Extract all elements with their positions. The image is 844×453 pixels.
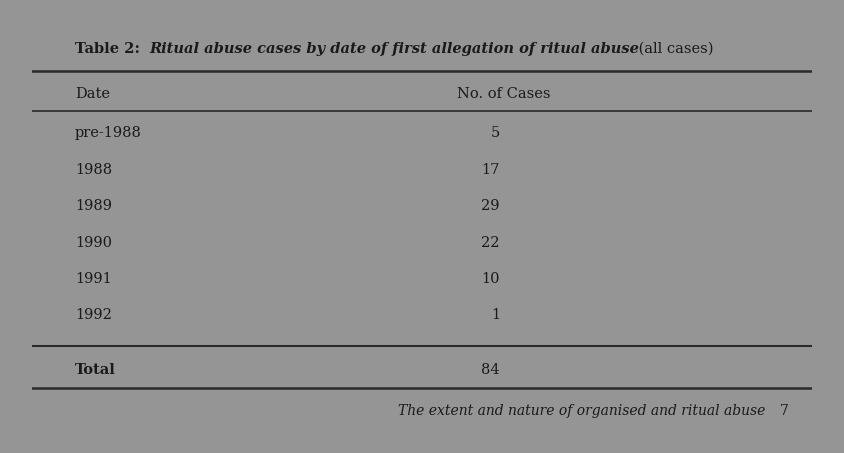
Text: Date: Date bbox=[75, 87, 110, 101]
Text: 1988: 1988 bbox=[75, 163, 112, 177]
Text: 1989: 1989 bbox=[75, 199, 112, 213]
Text: 5: 5 bbox=[490, 126, 500, 140]
Text: 17: 17 bbox=[482, 163, 500, 177]
Text: 84: 84 bbox=[481, 363, 500, 377]
Text: 10: 10 bbox=[481, 272, 500, 286]
Text: 7: 7 bbox=[780, 404, 788, 418]
Text: Table 2:: Table 2: bbox=[75, 42, 150, 56]
Text: 29: 29 bbox=[481, 199, 500, 213]
Text: (all cases): (all cases) bbox=[634, 42, 714, 56]
Text: No. of Cases: No. of Cases bbox=[457, 87, 550, 101]
Text: 22: 22 bbox=[481, 236, 500, 250]
Text: 1: 1 bbox=[491, 308, 500, 322]
Text: Ritual abuse cases by date of first allegation of ritual abuse: Ritual abuse cases by date of first alle… bbox=[149, 42, 639, 56]
Text: 1992: 1992 bbox=[75, 308, 112, 322]
Text: pre-1988: pre-1988 bbox=[75, 126, 142, 140]
Text: Total: Total bbox=[75, 363, 116, 377]
Text: The extent and nature of organised and ritual abuse: The extent and nature of organised and r… bbox=[398, 404, 766, 418]
Text: 1991: 1991 bbox=[75, 272, 111, 286]
Text: 1990: 1990 bbox=[75, 236, 112, 250]
